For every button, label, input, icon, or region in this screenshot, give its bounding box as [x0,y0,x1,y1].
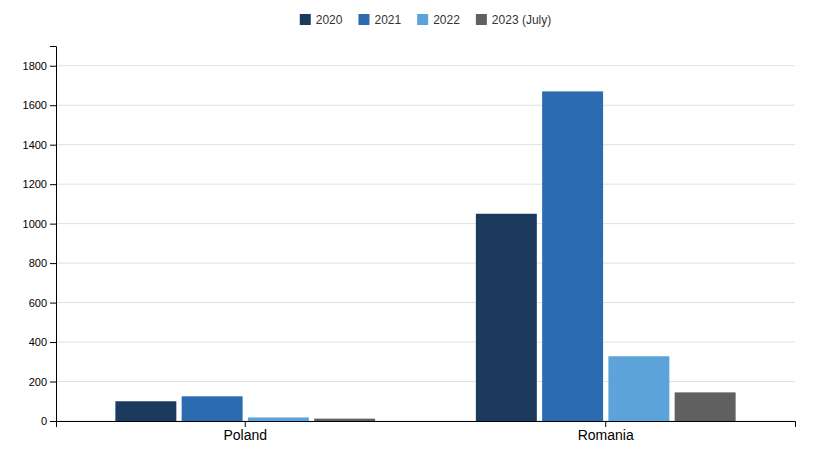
tick-mark [50,421,56,422]
legend-item: 2020 [300,13,343,27]
grid-line [56,184,795,185]
legend-swatch [417,14,428,25]
bars [115,91,735,421]
legend-swatch [358,14,369,25]
tick-label: 600 [29,297,47,309]
tick: 200 [29,376,56,388]
tick-label: Romania [578,427,634,443]
axis-line [57,422,796,428]
legend-label: 2022 [433,13,460,27]
tick: 600 [29,297,56,309]
tick-mark [50,224,56,225]
tick: 800 [29,257,56,269]
y-axis: 0 200 400 600 800 1000 1200 1400 1600 1800 [23,47,57,428]
bar [248,417,309,421]
legend-item: 2021 [358,13,401,27]
bar [675,392,736,421]
tick-label: 1400 [23,139,47,151]
legend-item: 2023 (July) [476,13,551,27]
plot: 0 200 400 600 800 1000 1200 1400 1600 1800 Poland R… [23,47,796,443]
bar [608,356,669,421]
tick-label: 1000 [23,218,47,230]
tick: 1600 [23,99,56,111]
tick-label: Poland [223,427,267,443]
tick-label: 200 [29,376,47,388]
chart: 0 200 400 600 800 1000 1200 1400 1600 1800 Poland R… [0,0,819,461]
tick: 1800 [23,60,56,72]
grid-line [56,223,795,224]
axis-line [50,47,57,422]
x-axis: Poland Romania [57,421,796,443]
grid-line [56,263,795,264]
grid [56,66,795,421]
legend-swatch [300,14,311,25]
bar [182,396,243,421]
grid-line [56,302,795,303]
legend-label: 2021 [374,13,401,27]
bar [476,214,537,421]
tick-mark [50,382,56,383]
tick-mark [50,303,56,304]
tick: 1200 [23,178,56,190]
tick-mark [50,105,56,106]
tick: Romania [578,421,634,443]
tick-label: 1800 [23,60,47,72]
tick: Poland [223,421,267,443]
tick: 1400 [23,139,56,151]
legend-swatch [476,14,487,25]
grid-line [56,105,795,106]
tick: 0 [41,415,56,427]
grid-line [56,342,795,343]
legend-label: 2020 [316,13,343,27]
legend-label: 2023 (July) [492,13,551,27]
grid-line [56,381,795,382]
tick-label: 0 [41,415,47,427]
tick-mark [50,66,56,67]
grid-line [56,65,795,66]
tick-mark [50,184,56,185]
tick-label: 1600 [23,99,47,111]
tick-mark [50,145,56,146]
tick-mark [50,263,56,264]
bar [115,401,176,421]
tick: 1000 [23,218,56,230]
bar [542,91,603,421]
legend: 2020 2021 2022 2023 (July) [300,13,551,27]
tick-label: 800 [29,257,47,269]
tick-label: 400 [29,336,47,348]
legend-item: 2022 [417,13,460,27]
bar [314,419,375,421]
tick-label: 1200 [23,178,47,190]
grid-line [56,144,795,145]
tick-mark [50,342,56,343]
tick: 400 [29,336,56,348]
